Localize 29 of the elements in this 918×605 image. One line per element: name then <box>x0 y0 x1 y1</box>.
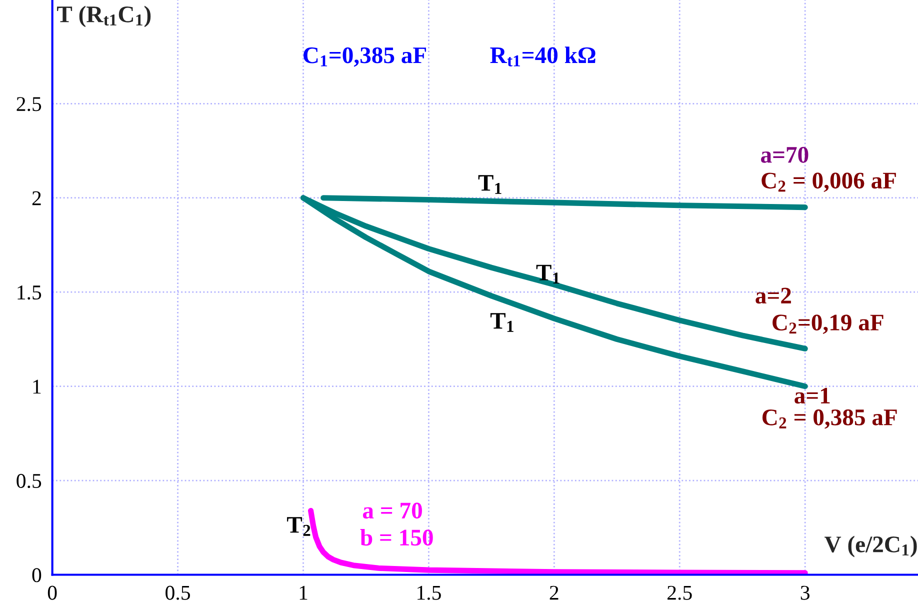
y-tick-label: 1 <box>33 380 41 394</box>
annotation: T$_{1}$ <box>536 264 560 284</box>
annotation: C$_{2}$ = 0,006 aF <box>762 172 896 192</box>
annotation: T$_{2}$ <box>287 517 310 536</box>
annotation: T$_{1}$ <box>490 313 514 332</box>
annotation: b = 150 <box>360 528 433 546</box>
annotation: T$_{1}$ <box>478 175 502 194</box>
annotation: C$_{1}$=0,385 aF <box>304 47 426 67</box>
x-tick-label: 0.5 <box>166 586 190 600</box>
x-tick-label: 1.5 <box>418 586 441 600</box>
y-tick-label: 2 <box>32 191 41 206</box>
annotation: a = 70 <box>362 502 422 519</box>
y-tick-label: 0.5 <box>16 474 42 488</box>
annotation: C$_{2}$=0,19 aF <box>772 314 884 334</box>
annotation: a=2 <box>756 288 791 304</box>
y-axis-title: T (R$_{t1}$C$_{1}$) <box>57 6 151 28</box>
x-tick-label: 0 <box>48 586 57 600</box>
y-tick-label: 0 <box>32 568 42 582</box>
x-tick-label: 3 <box>800 586 810 600</box>
y-tick-label: 1.5 <box>18 286 42 300</box>
annotation: a=70 <box>761 146 808 163</box>
x-tick-label: 2.5 <box>668 586 692 600</box>
annotation: a=1 <box>794 388 830 404</box>
x-tick-label: 2 <box>550 586 558 600</box>
annotation: R$_{t1}$=40 kΩ <box>490 46 596 66</box>
annotation: C$_{2}$ = 0,385 aF <box>762 409 897 429</box>
y-tick-label: 2.5 <box>16 97 42 112</box>
x-axis-title: V (e/2C$_{1}$) <box>824 536 917 558</box>
x-tick-label: 1 <box>300 586 308 600</box>
